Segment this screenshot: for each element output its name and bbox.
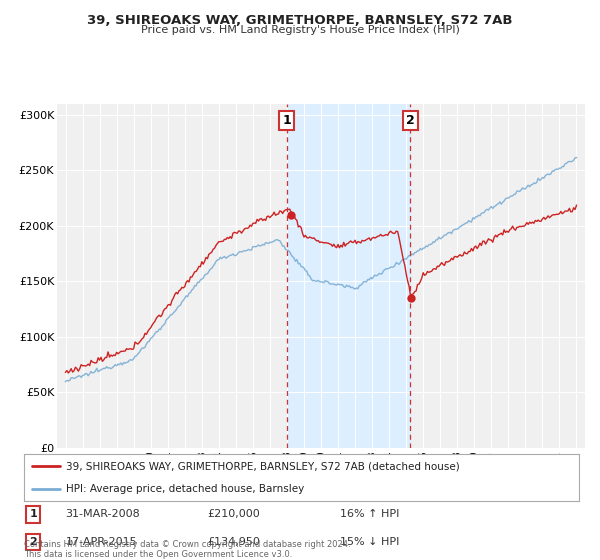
Text: Price paid vs. HM Land Registry's House Price Index (HPI): Price paid vs. HM Land Registry's House … — [140, 25, 460, 35]
Text: 1: 1 — [283, 114, 292, 127]
Text: 2: 2 — [406, 114, 415, 127]
Text: £210,000: £210,000 — [207, 510, 260, 519]
Text: 2: 2 — [29, 537, 37, 547]
Text: 16% ↑ HPI: 16% ↑ HPI — [340, 510, 400, 519]
Text: 39, SHIREOAKS WAY, GRIMETHORPE, BARNSLEY, S72 7AB: 39, SHIREOAKS WAY, GRIMETHORPE, BARNSLEY… — [87, 14, 513, 27]
Text: 31-MAR-2008: 31-MAR-2008 — [65, 510, 140, 519]
Text: £134,950: £134,950 — [207, 537, 260, 547]
Text: 39, SHIREOAKS WAY, GRIMETHORPE, BARNSLEY, S72 7AB (detached house): 39, SHIREOAKS WAY, GRIMETHORPE, BARNSLEY… — [65, 461, 460, 472]
Text: 1: 1 — [29, 510, 37, 519]
Text: 15% ↓ HPI: 15% ↓ HPI — [340, 537, 400, 547]
Text: 17-APR-2015: 17-APR-2015 — [65, 537, 137, 547]
Text: HPI: Average price, detached house, Barnsley: HPI: Average price, detached house, Barn… — [65, 484, 304, 494]
Text: Contains HM Land Registry data © Crown copyright and database right 2024.
This d: Contains HM Land Registry data © Crown c… — [24, 540, 350, 559]
Bar — [287, 104, 410, 448]
